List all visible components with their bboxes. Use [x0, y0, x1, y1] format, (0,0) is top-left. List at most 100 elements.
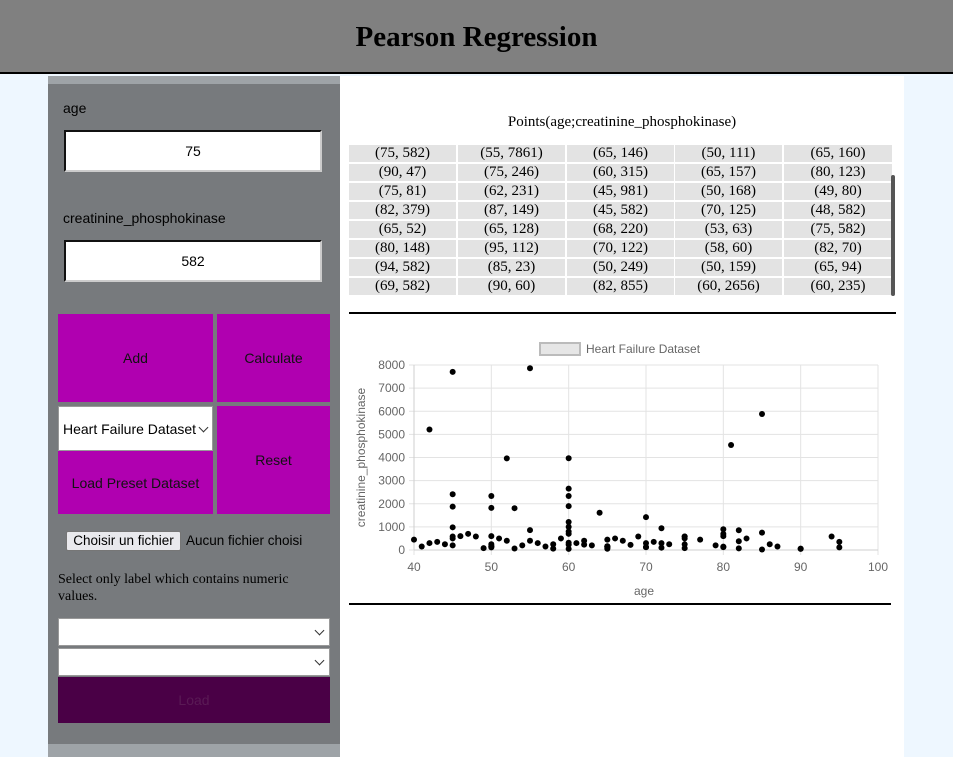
- page-title: Pearson Regression: [355, 21, 598, 53]
- data-point: [650, 538, 657, 545]
- divider-top: [349, 312, 896, 314]
- data-point: [635, 533, 642, 540]
- data-point: [449, 491, 456, 498]
- load-columns-button[interactable]: Load: [58, 677, 330, 723]
- y-axis-title: creatinine_phosphokinase: [354, 387, 368, 527]
- chevron-down-icon: [198, 422, 209, 433]
- y-tick-label: 8000: [378, 358, 405, 372]
- data-point: [519, 542, 526, 549]
- data-point: [581, 537, 588, 544]
- data-point: [836, 538, 843, 545]
- points-table[interactable]: (75, 582) (55, 7861) (65, 146) (50, 111) (65…: [349, 145, 896, 297]
- data-point: [666, 541, 673, 548]
- data-point: [449, 542, 456, 549]
- data-point: [604, 536, 611, 543]
- table-cell: (65, 52): [349, 221, 456, 238]
- dataset-select[interactable]: Heart Failure Dataset: [58, 406, 213, 451]
- data-point: [712, 542, 719, 549]
- data-point: [604, 544, 611, 551]
- add-button[interactable]: Add: [58, 314, 213, 402]
- table-cell: (50, 111): [675, 145, 782, 162]
- data-point: [488, 504, 495, 511]
- data-point: [449, 368, 456, 375]
- data-point: [565, 455, 572, 462]
- data-point: [488, 533, 495, 540]
- table-cell: (90, 60): [458, 278, 565, 295]
- data-point: [449, 524, 456, 531]
- scatter-chart: 40 50 60 70 80 90 1000100020003000400050006000…: [354, 342, 888, 598]
- data-point: [735, 545, 742, 552]
- data-point: [720, 530, 727, 537]
- x-tick-label: 100: [868, 560, 888, 574]
- data-point: [542, 543, 549, 550]
- table-cell: (62, 231): [458, 183, 565, 200]
- data-point: [418, 543, 425, 550]
- data-point: [588, 542, 595, 549]
- data-point: [488, 543, 495, 550]
- table-cell: (82, 855): [567, 278, 674, 295]
- load-preset-button[interactable]: Load Preset Dataset: [58, 451, 213, 514]
- legend-swatch: [539, 342, 581, 356]
- table-cell: (65, 146): [567, 145, 674, 162]
- data-point: [557, 535, 564, 542]
- x-value-input[interactable]: 75: [64, 130, 322, 172]
- data-point: [449, 503, 456, 510]
- data-point: [720, 543, 727, 550]
- y-tick-label: 6000: [378, 404, 405, 418]
- x-tick-label: 40: [407, 560, 421, 574]
- x-tick-label: 60: [562, 560, 576, 574]
- data-point: [759, 410, 765, 417]
- file-status: Aucun fichier choisi: [186, 533, 303, 548]
- y-tick-label: 7000: [378, 381, 405, 395]
- data-point: [565, 503, 572, 510]
- data-point: [550, 545, 557, 552]
- sidebar-top-strip: [48, 76, 340, 84]
- data-point: [503, 537, 510, 544]
- chevron-down-icon: [314, 625, 325, 636]
- table-cell: (85, 23): [458, 259, 565, 276]
- data-point: [511, 545, 518, 552]
- data-point: [565, 485, 572, 492]
- data-point: [643, 540, 649, 547]
- data-point: [643, 514, 649, 521]
- table-cell: (45, 582): [567, 202, 674, 219]
- y-column-select[interactable]: [58, 648, 330, 676]
- data-point: [565, 528, 572, 535]
- x-label: age: [63, 100, 87, 116]
- table-cell: (53, 63): [675, 221, 782, 238]
- table-cell: (75, 582): [349, 145, 456, 162]
- data-point: [449, 535, 456, 542]
- table-cell: (80, 123): [784, 164, 892, 181]
- data-point: [627, 541, 634, 548]
- x-column-select[interactable]: [58, 618, 330, 646]
- table-cell: (90, 47): [349, 164, 456, 181]
- y-label: creatinine_phosphokinase: [63, 210, 226, 226]
- data-point: [596, 509, 603, 516]
- y-tick-label: 3000: [378, 474, 405, 488]
- data-point: [735, 527, 742, 534]
- data-point: [465, 530, 472, 537]
- table-cell: (58, 60): [675, 240, 782, 257]
- table-cell: (69, 582): [349, 278, 456, 295]
- data-point: [836, 544, 843, 551]
- data-point: [658, 525, 665, 532]
- data-point: [743, 535, 750, 542]
- table-cell: (82, 379): [349, 202, 456, 219]
- points-scrollbar[interactable]: [891, 175, 895, 296]
- data-point: [766, 541, 773, 548]
- y-tick-label: 2000: [378, 497, 405, 511]
- choose-file-button[interactable]: Choisir un fichier: [66, 531, 181, 551]
- points-title: Points(age;creatinine_phosphokinase): [507, 114, 737, 130]
- calculate-button[interactable]: Calculate: [217, 314, 330, 402]
- data-point: [565, 545, 572, 552]
- y-value-input[interactable]: 582: [64, 240, 322, 282]
- data-point: [759, 529, 765, 536]
- table-cell: (65, 128): [458, 221, 565, 238]
- reset-button[interactable]: Reset: [217, 406, 330, 514]
- data-point: [527, 365, 533, 372]
- x-tick-label: 50: [485, 560, 499, 574]
- data-point: [720, 526, 727, 533]
- table-cell: (80, 148): [349, 240, 456, 257]
- table-cell: (68, 220): [567, 221, 674, 238]
- dataset-select-value: Heart Failure Dataset: [63, 421, 197, 437]
